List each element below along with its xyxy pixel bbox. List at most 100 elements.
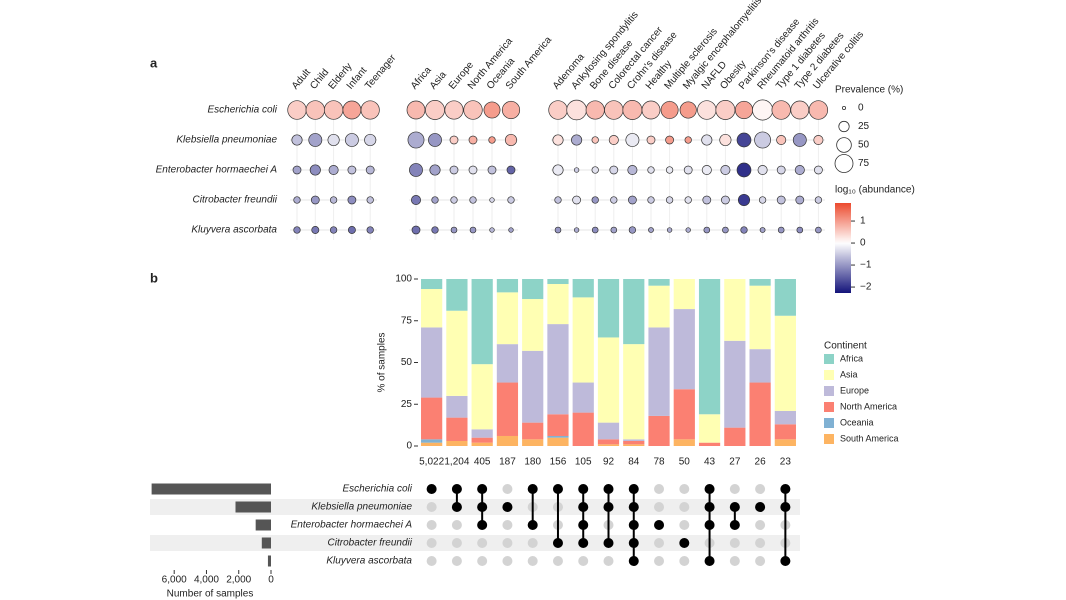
bubble [449, 135, 459, 145]
set-label: Kluyvera ascorbata [326, 556, 412, 567]
bar-segment [421, 327, 443, 398]
y-tick-label: 25 [401, 399, 413, 410]
bubble [734, 100, 754, 120]
x-tick-label: 6,000 [162, 575, 187, 586]
bar-segment [673, 309, 695, 390]
row-label: Escherichia coli [208, 105, 278, 116]
bar-segment [471, 429, 493, 438]
bubble [410, 194, 422, 206]
bubble [501, 100, 521, 120]
bar-segment [648, 285, 670, 328]
set-size-bar [235, 501, 271, 513]
bubble [679, 101, 697, 119]
x-tick-label: 156 [550, 457, 567, 468]
bubble [585, 100, 605, 120]
x-tick-label: 27 [729, 457, 741, 468]
membership-dot-on [755, 502, 766, 512]
bubble [552, 134, 564, 146]
bubble [449, 165, 459, 175]
x-tick-label: 405 [474, 457, 491, 468]
bar-segment [522, 350, 544, 423]
bar-segment [749, 285, 771, 350]
legend-swatch [824, 354, 834, 364]
bubble [813, 134, 824, 146]
bubble [469, 226, 477, 234]
y-tick-label: 50 [401, 357, 413, 368]
membership-dot [729, 538, 740, 548]
membership-dot [679, 520, 690, 530]
bar-segment [471, 279, 493, 365]
legend-label: 0 [858, 103, 864, 114]
bar-segment [421, 397, 443, 440]
bubble [407, 131, 425, 149]
colorbar-label: 1 [860, 216, 866, 227]
membership-dot [755, 538, 766, 548]
bubble [740, 226, 748, 234]
bubble [554, 226, 562, 234]
bubble [308, 133, 323, 147]
x-tick-label: 105 [575, 457, 592, 468]
membership-dot-on [578, 502, 589, 512]
membership-dot-on [729, 502, 740, 512]
membership-dot [451, 520, 462, 530]
legend-bubble [838, 120, 850, 133]
legend-label: South America [840, 433, 899, 443]
bubble [701, 164, 712, 176]
membership-dot [552, 556, 563, 566]
bubble [736, 132, 752, 148]
membership-dot-on [704, 556, 715, 566]
bubble [737, 193, 751, 207]
bar-segment [724, 427, 746, 446]
bubble [293, 226, 301, 234]
bubble [665, 196, 674, 204]
bar-segment [471, 442, 493, 446]
x-tick-label: 0 [268, 575, 274, 586]
membership-dot-on [578, 484, 589, 494]
bubble [488, 136, 496, 144]
bubble [754, 131, 772, 149]
membership-dot [654, 556, 665, 566]
membership-dot-on [679, 538, 690, 548]
set-size-bar [261, 537, 271, 549]
bubble [293, 196, 301, 204]
bubble [489, 227, 495, 233]
bar-segment [597, 439, 620, 445]
bar-segment [749, 349, 771, 383]
bubble [329, 196, 338, 204]
bubble [406, 100, 426, 120]
legend-label: 75 [858, 158, 870, 169]
legend-bubble [834, 154, 854, 173]
bar-segment [648, 279, 670, 286]
legend-label: North America [840, 401, 897, 411]
bubble [697, 100, 717, 120]
membership-dot-on [780, 484, 791, 494]
membership-dot [654, 484, 665, 494]
bar-segment [698, 414, 721, 443]
bubble [752, 99, 774, 121]
membership-dot-on [628, 538, 639, 548]
membership-dot [527, 538, 538, 548]
bubble [648, 227, 654, 233]
bubble [507, 196, 515, 204]
membership-dot-on [628, 502, 639, 512]
membership-dot [755, 484, 766, 494]
bar-segment [572, 297, 594, 383]
bubble [444, 100, 464, 120]
bubble [291, 134, 303, 146]
bubble [309, 164, 321, 176]
legend-swatch [824, 418, 834, 428]
y-axis-label: % of samples [377, 332, 388, 392]
bubble [504, 133, 518, 147]
bar-segment [673, 439, 695, 446]
bar-segment [446, 395, 468, 418]
row-label: Kluyvera ascorbata [191, 225, 277, 236]
x-tick-label: 5,022 [419, 457, 444, 468]
bar-segment [597, 444, 620, 446]
membership-dot-on [451, 484, 462, 494]
bar-segment [572, 412, 594, 446]
bar-segment [597, 337, 620, 423]
x-tick-label: 78 [653, 457, 665, 468]
bubble [736, 162, 752, 178]
bubble [814, 165, 823, 175]
